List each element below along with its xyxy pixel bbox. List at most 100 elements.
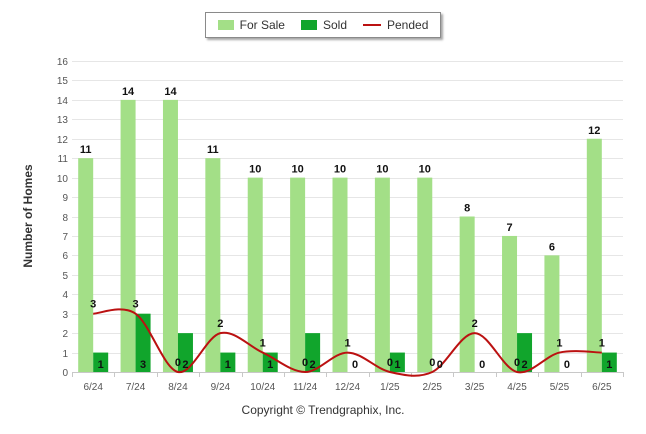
bar-sold [262,352,278,372]
bar-sold [220,352,236,372]
y-axis-title-wrap: Number of Homes [18,60,38,372]
legend-swatch-pended [363,24,381,26]
data-label-sold: 1 [98,359,104,371]
data-label-for-sale: 7 [506,222,512,234]
data-label-for-sale: 11 [207,144,219,156]
bar-sold [389,352,405,372]
y-tick-label: 1 [62,349,68,360]
bar-for-sale [205,158,221,372]
data-label-pended: 1 [599,338,605,350]
bar-for-sale [417,177,433,372]
pended-line-path [93,308,602,377]
y-tick-label: 3 [62,310,68,321]
legend-label-for-sale: For Sale [239,18,285,32]
y-tick-label: 4 [62,290,68,301]
bar-for-sale [78,158,94,372]
data-label-pended: 0 [302,357,308,369]
data-label-sold: 0 [437,359,443,371]
bar-for-sale [374,177,390,372]
data-label-sold: 0 [352,359,358,371]
data-label-sold: 2 [310,359,316,371]
y-tick-label: 13 [57,115,69,126]
data-label-for-sale: 10 [334,164,346,176]
y-tick-label: 2 [62,329,68,340]
data-label-pended: 3 [90,299,96,311]
y-tick-label: 6 [62,251,68,262]
data-label-pended: 1 [260,338,266,350]
x-tick-label: 1/25 [380,382,400,393]
data-label-sold: 1 [267,359,273,371]
data-label-for-sale: 12 [588,125,600,137]
legend-swatch-sold [300,20,317,30]
y-tick-label: 12 [57,135,69,146]
x-tick-label: 7/24 [126,382,146,393]
bar-for-sale [459,216,475,372]
data-label-for-sale: 11 [80,144,92,156]
y-tick-label: 10 [57,174,69,185]
bar-for-sale [544,255,560,372]
x-tick-label: 3/25 [465,382,485,393]
y-axis-title: Number of Homes [21,164,35,268]
data-label-for-sale: 14 [122,86,135,98]
data-label-pended: 3 [133,299,139,311]
legend-swatch-for-sale [217,20,234,30]
y-tick-label: 7 [62,232,68,243]
copyright-text: Copyright © Trendgraphix, Inc. [241,403,405,417]
legend-item-sold[interactable]: Sold [300,18,347,32]
bar-for-sale [332,177,348,372]
y-tick-label: 8 [62,213,68,224]
bar-sold [93,352,109,372]
data-label-sold: 0 [479,359,485,371]
data-label-for-sale: 6 [549,241,555,253]
data-label-pended: 2 [217,318,223,330]
data-label-pended: 0 [387,357,393,369]
data-label-sold: 1 [225,359,231,371]
x-tick-label: 6/24 [83,382,103,393]
data-label-pended: 0 [514,357,520,369]
bars [78,99,617,372]
bar-for-sale [586,138,602,372]
bar-sold [305,333,321,372]
x-axis: 6/24 7/24 8/24 9/24 10/24 11/24 12/24 1/25 2/25 3… [72,372,624,393]
bar-sold [517,333,533,372]
y-tick-label: 16 [57,57,69,68]
x-tick-label: 10/24 [250,382,275,393]
bar-for-sale [247,177,263,372]
legend-label-pended: Pended [387,18,429,32]
data-label-sold: 2 [182,359,188,371]
data-label-for-sale: 14 [164,86,177,98]
x-tick-label: 11/24 [293,382,318,393]
bar-sold [177,333,193,372]
data-label-for-sale: 10 [249,164,261,176]
bar-for-sale [502,235,518,372]
data-label-for-sale: 10 [419,164,431,176]
x-tick-label: 5/25 [550,382,570,393]
y-tick-label: 9 [62,193,68,204]
y-tick-label: 0 [62,368,68,379]
data-label-pended: 0 [429,357,435,369]
x-tick-label: 12/24 [335,382,360,393]
legend-item-for-sale[interactable]: For Sale [217,18,285,32]
data-label-pended: 1 [344,338,350,350]
legend-label-sold: Sold [322,18,347,32]
y-tick-label: 14 [57,96,69,107]
data-label-sold: 3 [140,359,146,371]
data-label-sold: 1 [606,359,612,371]
pended-line [93,308,602,377]
bar-for-sale [162,99,178,372]
data-label-pended: 0 [175,357,181,369]
y-tick-label: 11 [58,154,69,165]
x-tick-label: 9/24 [211,382,231,393]
legend-item-pended[interactable]: Pended [363,18,428,32]
bar-for-sale [290,177,306,372]
data-label-sold: 2 [521,359,527,371]
data-label-for-sale: 8 [464,203,470,215]
bar-for-sale [120,99,136,372]
bar-sold [601,352,617,372]
legend: For Sale Sold Pended [205,12,441,38]
data-label-sold: 1 [394,359,400,371]
x-tick-label: 4/25 [507,382,527,393]
